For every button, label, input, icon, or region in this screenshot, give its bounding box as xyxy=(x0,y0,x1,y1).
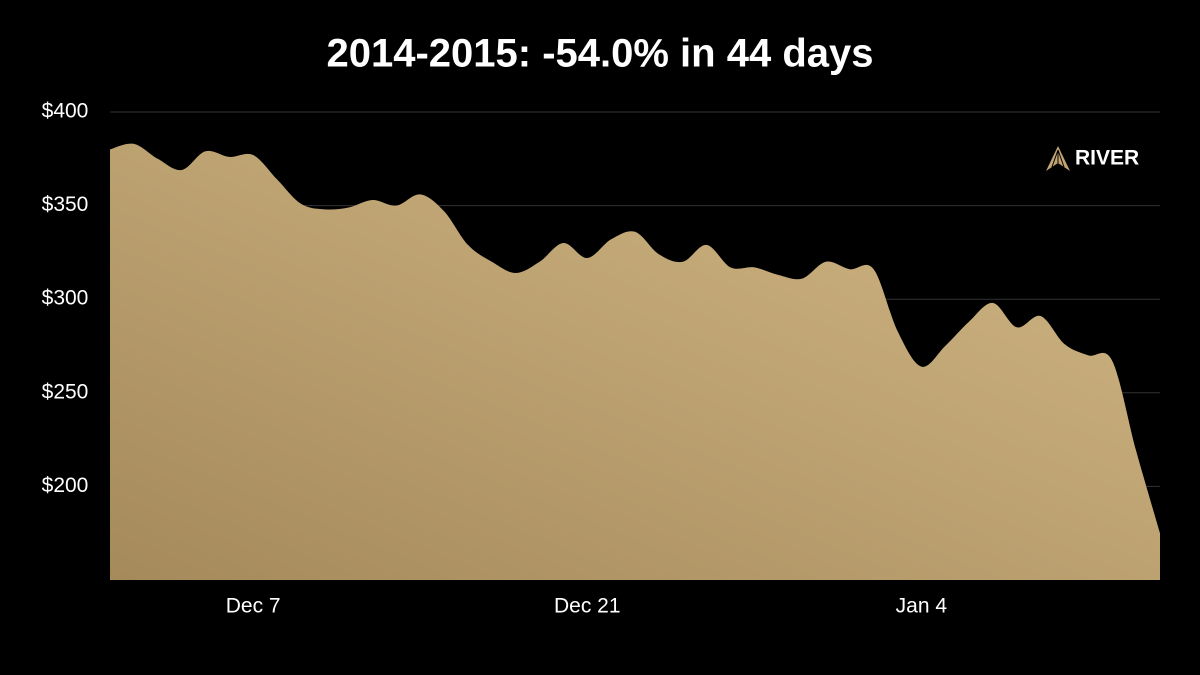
y-tick-label: $300 xyxy=(42,287,89,310)
logo: RIVER xyxy=(1046,146,1139,171)
logo-icon-lines xyxy=(1051,149,1065,168)
plot xyxy=(110,143,1160,581)
logo-text: RIVER xyxy=(1075,147,1139,170)
y-tick-label: $250 xyxy=(42,380,89,403)
x-tick-label: Dec 7 xyxy=(226,595,281,618)
chart-title: 2014-2015: -54.0% in 44 days xyxy=(326,32,873,76)
y-tick-label: $400 xyxy=(42,100,89,123)
area xyxy=(110,143,1160,581)
x-tick-label: Jan 4 xyxy=(896,595,948,618)
x-tick-label: Dec 21 xyxy=(554,595,621,618)
y-tick-label: $200 xyxy=(42,474,89,497)
y-tick-label: $350 xyxy=(42,193,89,216)
